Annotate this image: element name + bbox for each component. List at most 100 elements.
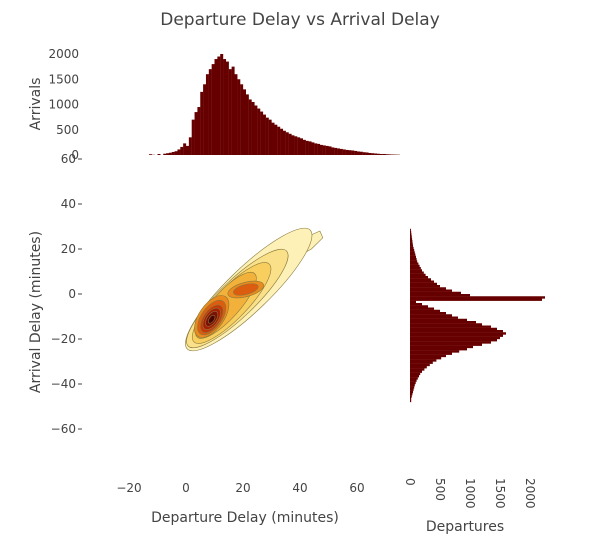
- x-axis-label: Departure Delay (minutes): [151, 510, 339, 526]
- right-hist-bar: [410, 244, 413, 247]
- top-hist-bar: [186, 145, 189, 155]
- right-hist-bar: [410, 291, 461, 295]
- top-hist-bar: [294, 136, 298, 155]
- top-hist-bar: [342, 149, 346, 155]
- top-hist-bar: [354, 150, 358, 155]
- top-hist-bar: [305, 140, 309, 155]
- y-tick: −60: [51, 422, 76, 436]
- top-hist-bar: [371, 153, 375, 155]
- right-hist-bar: [410, 258, 417, 261]
- top-hist-bar: [382, 153, 386, 155]
- right-hist-bar: [410, 296, 545, 299]
- right-hist-bar: [410, 363, 430, 367]
- y-tick: −40: [51, 377, 76, 391]
- top-hist-bar: [240, 84, 244, 155]
- top-hist-bar: [311, 142, 315, 156]
- right-hist-bar: [410, 246, 414, 250]
- right-hist-bar: [410, 361, 433, 364]
- top-hist-bar: [314, 143, 318, 155]
- right-hist-x-tick: 1000: [463, 478, 477, 509]
- top-hist-bar: [208, 69, 212, 155]
- top-hist-bar: [345, 149, 349, 155]
- right-hist-bar: [410, 251, 415, 254]
- right-hist-bar: [410, 273, 426, 277]
- right-hist-bar: [410, 334, 503, 337]
- top-hist-bar: [365, 152, 369, 155]
- right-hist-bar: [410, 368, 425, 371]
- top-hist-bar: [280, 128, 284, 155]
- top-hist-bar: [357, 151, 360, 155]
- right-hist-bar: [410, 285, 440, 288]
- top-histogram: [148, 54, 400, 156]
- top-hist-y-tick: 1000: [48, 98, 79, 112]
- top-hist-bar: [254, 105, 258, 155]
- top-hist-bar: [188, 137, 192, 155]
- right-hist-bar: [410, 327, 497, 331]
- right-hist-bar: [410, 276, 428, 279]
- right-hist-x-label: Departures: [426, 519, 504, 535]
- right-hist-bar: [410, 289, 452, 292]
- top-hist-bar: [300, 138, 303, 155]
- right-hist-bar: [410, 348, 467, 351]
- top-hist-bar: [251, 101, 255, 155]
- right-hist-bar: [410, 381, 416, 385]
- right-hist-x-tick: 0: [403, 478, 417, 486]
- top-hist-bar: [374, 153, 378, 155]
- right-hist-bar: [410, 343, 482, 346]
- right-hist-bar: [410, 264, 420, 268]
- right-hist-x-tick: 1500: [493, 478, 507, 509]
- right-hist-bar: [410, 395, 412, 398]
- top-hist-bar: [388, 154, 392, 155]
- top-hist-bar: [317, 143, 321, 155]
- right-hist-bar: [410, 312, 446, 315]
- top-hist-bar: [257, 108, 261, 155]
- top-hist-bar: [220, 54, 224, 155]
- x-tick: 40: [292, 481, 307, 495]
- top-hist-bar: [237, 79, 241, 155]
- top-hist-y-tick: 2000: [48, 47, 79, 61]
- top-hist-bar: [291, 135, 295, 155]
- right-hist-bar: [410, 249, 415, 252]
- right-hist-bar: [410, 237, 413, 241]
- top-hist-bar: [362, 152, 366, 155]
- top-hist-bar: [225, 61, 229, 155]
- top-hist-bar: [234, 74, 238, 155]
- right-hist-bar: [410, 388, 414, 391]
- top-hist-y-tick: 1500: [48, 72, 79, 86]
- right-hist-bar: [410, 305, 428, 308]
- top-hist-bar: [231, 66, 235, 156]
- top-hist-bar: [308, 141, 312, 155]
- kde-contour-level-9: [208, 314, 216, 324]
- right-hist-bar: [410, 354, 446, 358]
- right-hist-bar: [410, 370, 422, 373]
- top-hist-bar: [331, 147, 335, 155]
- right-hist-bar: [410, 233, 412, 236]
- top-hist-bar: [148, 154, 152, 155]
- top-hist-bar: [203, 84, 207, 155]
- top-hist-bar: [379, 153, 383, 155]
- right-hist-bar: [410, 287, 446, 290]
- right-hist-bar: [410, 255, 416, 259]
- right-hist-bar: [410, 271, 424, 274]
- top-hist-bar: [271, 122, 275, 155]
- right-hist-bar: [410, 357, 442, 360]
- right-hist-bar: [410, 269, 422, 272]
- main-kde-plot: [185, 227, 324, 352]
- right-hist-bar: [410, 375, 419, 378]
- right-hist-bar: [410, 298, 542, 301]
- y-tick: −20: [51, 332, 76, 346]
- top-hist-bar: [325, 145, 329, 155]
- right-hist-bar: [410, 316, 458, 319]
- top-hist-y-label: Arrivals: [28, 78, 44, 131]
- top-hist-bar: [285, 132, 289, 155]
- right-hist-bar: [410, 323, 482, 326]
- top-hist-bar: [282, 130, 286, 155]
- right-hist-bar: [410, 336, 500, 340]
- top-hist-bar: [194, 112, 198, 155]
- right-hist-bar: [410, 332, 506, 335]
- top-hist-bar: [339, 148, 343, 155]
- top-hist-bar: [200, 91, 204, 156]
- top-hist-bar: [337, 148, 341, 155]
- y-axis-label: Arrival Delay (minutes): [28, 231, 44, 393]
